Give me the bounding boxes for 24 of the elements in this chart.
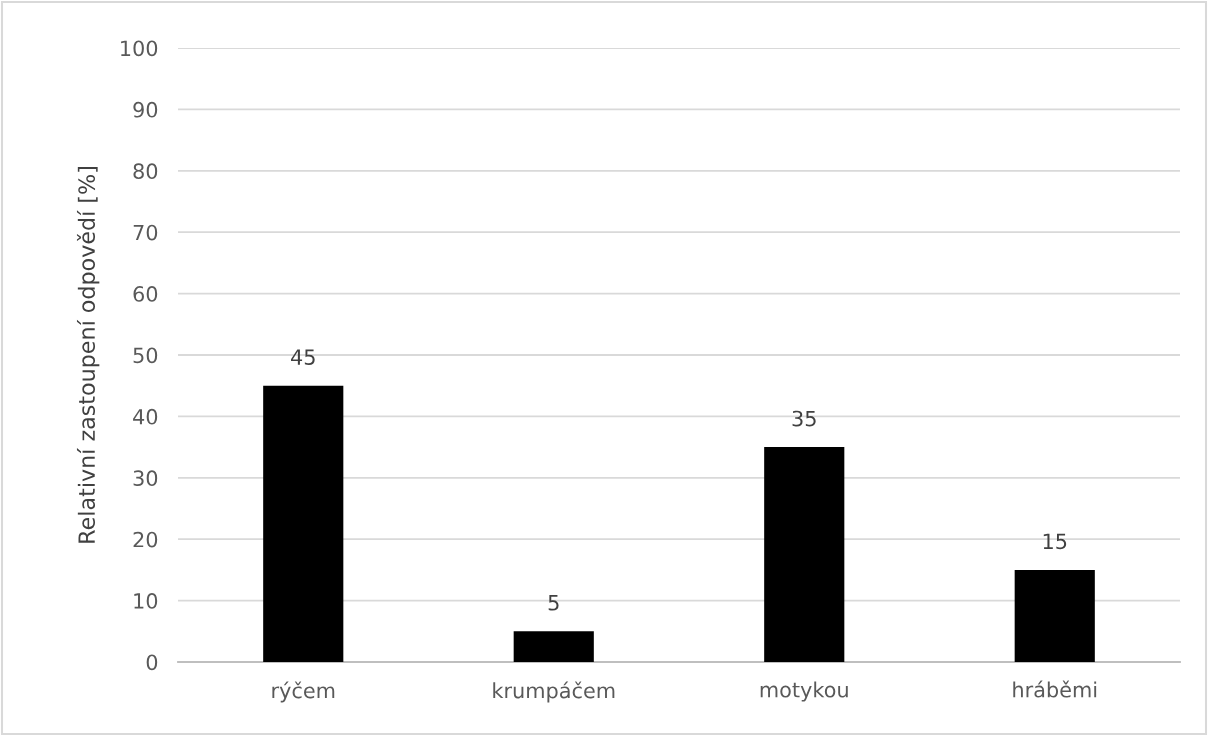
bar bbox=[263, 385, 344, 662]
x-tick-label: krumpáčem bbox=[493, 681, 615, 703]
data-label: 5 bbox=[548, 595, 559, 611]
x-tick-label: hráběmi bbox=[1013, 680, 1097, 698]
bar bbox=[764, 447, 845, 662]
y-tick-label: 90 bbox=[133, 101, 158, 118]
y-tick-label: 50 bbox=[133, 347, 158, 364]
x-tick-label: rýčem bbox=[272, 681, 335, 703]
bar bbox=[513, 631, 594, 662]
x-tick-label: motykou bbox=[760, 681, 848, 702]
y-tick-label: 20 bbox=[133, 531, 158, 548]
data-label: 15 bbox=[1043, 533, 1067, 550]
y-tick-label: 80 bbox=[133, 163, 158, 180]
y-tick-label: 60 bbox=[133, 286, 158, 302]
y-tick-label: 10 bbox=[134, 593, 158, 609]
y-tick-label: 30 bbox=[133, 470, 158, 487]
y-tick-label: 70 bbox=[133, 224, 158, 241]
data-label: 45 bbox=[291, 349, 315, 365]
y-axis-title: Relativní zastoupení odpovědí [%] bbox=[76, 167, 100, 543]
data-label: 35 bbox=[792, 410, 816, 427]
y-tick-label: 40 bbox=[133, 408, 158, 425]
y-tick-label: 100 bbox=[121, 40, 158, 57]
bar bbox=[1014, 569, 1095, 662]
y-tick-label: 0 bbox=[146, 654, 158, 671]
